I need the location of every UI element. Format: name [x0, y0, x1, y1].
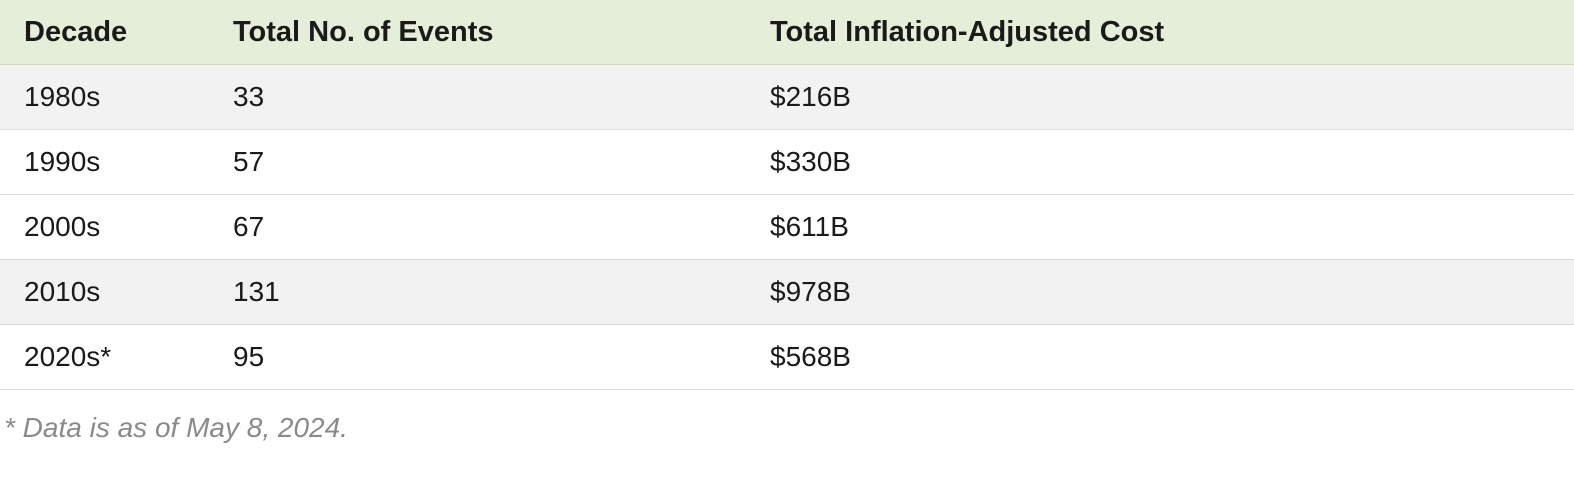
- cell-cost: $216B: [770, 81, 851, 113]
- table-footnote: * Data is as of May 8, 2024.: [4, 412, 348, 443]
- cell-events: 131: [233, 276, 280, 308]
- cell-events: 33: [233, 81, 265, 113]
- cell-events: 57: [233, 146, 265, 178]
- cell-decade: 1980s: [24, 81, 101, 113]
- cell-decade: 2000s: [24, 211, 101, 243]
- column-header-events: Total No. of Events: [233, 15, 494, 48]
- table-row: 2010s 131 $978B: [0, 260, 1574, 325]
- decade-cost-table: Decade Total No. of Events Total Inflati…: [0, 0, 1574, 390]
- cell-events: 67: [233, 211, 265, 243]
- cell-cost: $978B: [770, 276, 851, 308]
- table-header-row: Decade Total No. of Events Total Inflati…: [0, 0, 1574, 65]
- cell-decade: 2020s*: [24, 341, 112, 373]
- table-row: 1990s 57 $330B: [0, 130, 1574, 195]
- cell-decade: 1990s: [24, 146, 101, 178]
- cell-cost: $330B: [770, 146, 851, 178]
- cell-cost: $611B: [770, 211, 849, 243]
- cell-decade: 2010s: [24, 276, 101, 308]
- cell-events: 95: [233, 341, 265, 373]
- table-row: 1980s 33 $216B: [0, 65, 1574, 130]
- column-header-decade: Decade: [24, 15, 128, 48]
- table-row: 2000s 67 $611B: [0, 195, 1574, 260]
- column-header-cost: Total Inflation-Adjusted Cost: [770, 15, 1165, 48]
- table-row: 2020s* 95 $568B: [0, 325, 1574, 390]
- cell-cost: $568B: [770, 341, 851, 373]
